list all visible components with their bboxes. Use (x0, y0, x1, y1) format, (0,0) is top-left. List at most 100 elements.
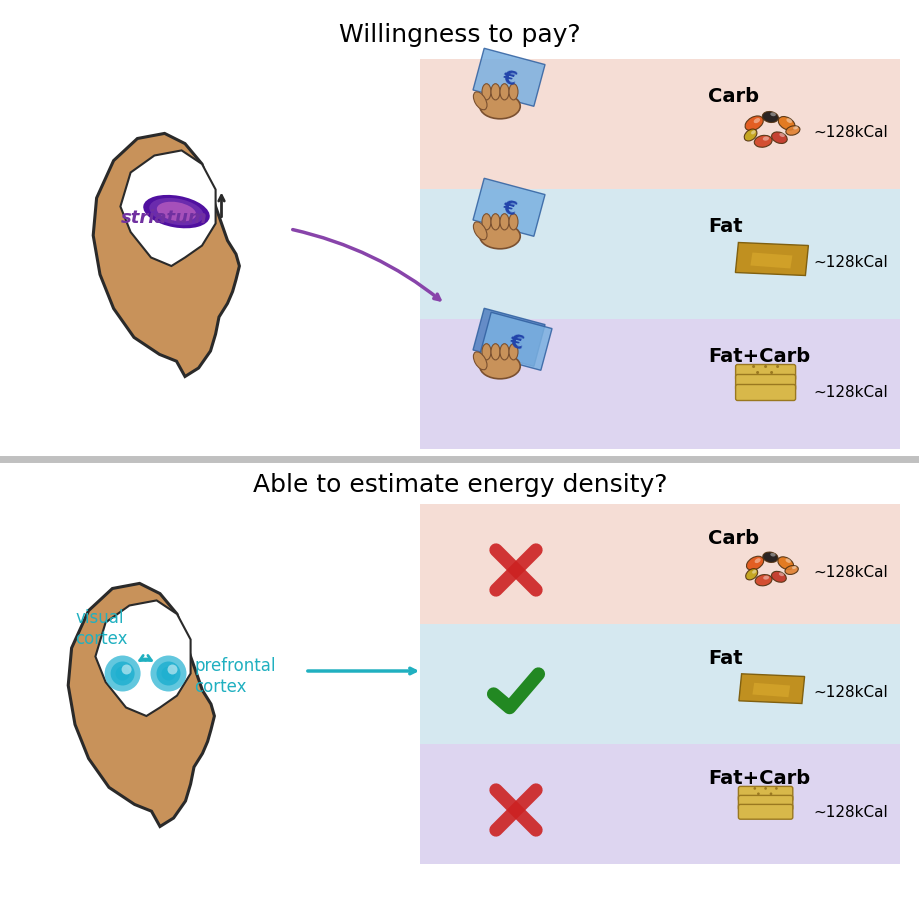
Ellipse shape (491, 214, 499, 231)
FancyBboxPatch shape (735, 375, 795, 391)
Text: €: € (500, 198, 517, 219)
Circle shape (756, 792, 759, 795)
Polygon shape (750, 254, 791, 269)
FancyBboxPatch shape (420, 624, 899, 744)
Ellipse shape (499, 345, 508, 360)
Text: visual
cortex: visual cortex (75, 608, 128, 647)
Ellipse shape (156, 202, 196, 222)
Ellipse shape (499, 214, 508, 231)
FancyBboxPatch shape (738, 787, 792, 801)
Circle shape (774, 788, 777, 790)
Circle shape (110, 662, 134, 686)
Ellipse shape (743, 130, 756, 142)
Ellipse shape (785, 127, 800, 136)
Polygon shape (472, 309, 544, 367)
Ellipse shape (752, 570, 755, 574)
Circle shape (116, 667, 130, 681)
Circle shape (764, 788, 766, 790)
Polygon shape (96, 601, 190, 716)
Ellipse shape (745, 569, 757, 580)
Ellipse shape (508, 345, 517, 360)
Text: Carb: Carb (708, 86, 758, 106)
FancyBboxPatch shape (420, 190, 899, 320)
Polygon shape (734, 244, 808, 277)
Ellipse shape (769, 553, 775, 557)
Ellipse shape (786, 119, 791, 124)
FancyBboxPatch shape (420, 744, 899, 864)
Text: Fat+Carb: Fat+Carb (708, 346, 810, 366)
Ellipse shape (762, 112, 777, 123)
Ellipse shape (785, 559, 790, 563)
Ellipse shape (777, 557, 793, 570)
Ellipse shape (149, 199, 203, 226)
Text: ~128kCal: ~128kCal (812, 564, 888, 579)
Ellipse shape (508, 85, 517, 101)
Text: €: € (500, 67, 517, 89)
Ellipse shape (763, 576, 768, 580)
FancyBboxPatch shape (738, 796, 792, 811)
Circle shape (167, 664, 177, 675)
Polygon shape (480, 313, 551, 371)
Text: Able to estimate energy density?: Able to estimate energy density? (253, 472, 666, 496)
Ellipse shape (762, 137, 768, 142)
FancyBboxPatch shape (735, 365, 795, 381)
Polygon shape (120, 152, 215, 267)
FancyBboxPatch shape (420, 60, 899, 190)
Polygon shape (68, 584, 214, 826)
Circle shape (105, 656, 141, 692)
Polygon shape (472, 179, 544, 237)
Circle shape (769, 371, 772, 375)
Ellipse shape (769, 113, 775, 117)
Ellipse shape (479, 354, 519, 380)
Polygon shape (93, 134, 239, 377)
FancyBboxPatch shape (735, 385, 795, 401)
FancyBboxPatch shape (420, 505, 899, 624)
Ellipse shape (744, 117, 763, 131)
Ellipse shape (508, 214, 517, 231)
Ellipse shape (777, 118, 794, 130)
Ellipse shape (778, 134, 784, 138)
Ellipse shape (473, 222, 486, 241)
Ellipse shape (750, 131, 754, 135)
Text: prefrontal
cortex: prefrontal cortex (194, 656, 275, 695)
Ellipse shape (479, 224, 519, 250)
Ellipse shape (482, 345, 491, 360)
Ellipse shape (491, 85, 499, 101)
Ellipse shape (754, 575, 771, 586)
Text: Willingness to pay?: Willingness to pay? (339, 23, 580, 47)
Text: striatum: striatum (121, 209, 208, 226)
Ellipse shape (491, 345, 499, 360)
Ellipse shape (792, 127, 797, 130)
Ellipse shape (778, 573, 783, 576)
Text: ~128kCal: ~128kCal (812, 385, 888, 400)
Circle shape (156, 662, 180, 686)
Text: ~128kCal: ~128kCal (812, 684, 888, 699)
Ellipse shape (143, 196, 210, 229)
Ellipse shape (499, 85, 508, 101)
Ellipse shape (745, 557, 763, 571)
Ellipse shape (791, 566, 796, 570)
Text: Fat: Fat (708, 217, 742, 235)
Ellipse shape (754, 559, 760, 563)
Ellipse shape (473, 93, 486, 110)
Circle shape (753, 788, 755, 790)
FancyBboxPatch shape (738, 804, 792, 820)
Circle shape (162, 667, 176, 681)
Text: Carb: Carb (708, 528, 758, 548)
Ellipse shape (479, 95, 519, 119)
Ellipse shape (482, 85, 491, 101)
Ellipse shape (753, 119, 759, 124)
Circle shape (121, 664, 131, 675)
Ellipse shape (482, 214, 491, 231)
Circle shape (752, 366, 754, 369)
Circle shape (764, 366, 766, 369)
Ellipse shape (771, 132, 787, 144)
Circle shape (769, 792, 772, 795)
Circle shape (151, 656, 187, 692)
Ellipse shape (784, 566, 798, 575)
Ellipse shape (771, 572, 786, 583)
Text: ~128kCal: ~128kCal (812, 125, 888, 140)
Text: Fat+Carb: Fat+Carb (708, 768, 810, 788)
Text: €: € (506, 331, 525, 353)
FancyBboxPatch shape (420, 320, 899, 449)
